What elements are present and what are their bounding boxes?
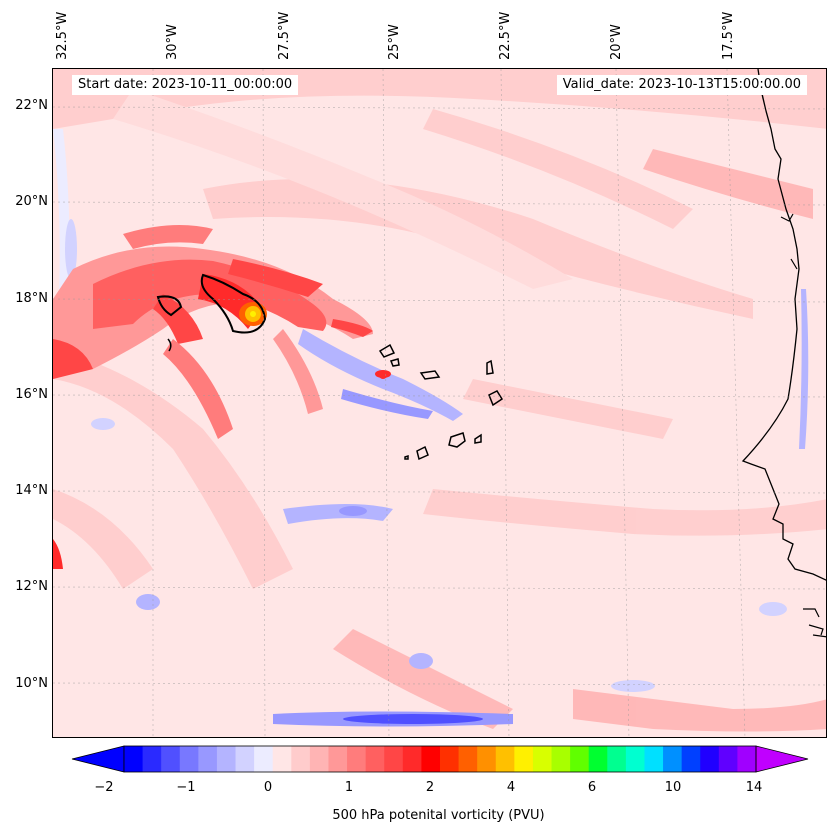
- colorbar-label: 500 hPa potenital vorticity (PVU): [332, 808, 545, 823]
- colorbar-swatch: [607, 746, 627, 772]
- colorbar-swatch: [588, 746, 608, 772]
- colorbar-extend-max: [755, 745, 809, 773]
- colorbar-swatch: [570, 746, 590, 772]
- potential-vorticity-field: [53, 69, 826, 737]
- colorbar-swatch: [216, 746, 237, 772]
- colorbar-swatch: [365, 746, 385, 772]
- lat-label: 14°N: [15, 483, 48, 498]
- colorbar-tick: 2: [425, 780, 435, 795]
- african-coastline: [741, 69, 826, 581]
- colorbar-swatches: [71, 745, 809, 773]
- colorbar-swatch: [495, 746, 515, 772]
- lon-label: 17.5°W: [721, 11, 736, 60]
- lat-label: 18°N: [15, 291, 48, 306]
- colorbar-swatch: [421, 746, 441, 772]
- cape-verde-islands: [378, 343, 504, 461]
- lat-label: 12°N: [15, 579, 48, 594]
- lon-label: 27.5°W: [277, 11, 292, 60]
- colorbar-swatch: [718, 746, 738, 772]
- coastline-detail: [780, 213, 826, 638]
- lat-label: 16°N: [15, 387, 48, 402]
- colorbar-tick: 4: [506, 780, 516, 795]
- colorbar-swatch: [514, 746, 534, 772]
- colorbar-swatch: [384, 746, 404, 772]
- colorbar-swatch: [700, 746, 720, 772]
- colorbar-swatch: [402, 746, 422, 772]
- colorbar-swatch: [198, 746, 218, 772]
- colorbar-swatch: [179, 746, 199, 772]
- colorbar-swatch: [291, 746, 311, 772]
- colorbar: [71, 745, 809, 773]
- colorbar-swatch: [737, 746, 757, 772]
- colorbar-swatch: [681, 746, 701, 772]
- lon-label: 22.5°W: [498, 11, 513, 60]
- colorbar-swatch: [347, 746, 367, 772]
- colorbar-swatch: [309, 746, 329, 772]
- colorbar-tick: −2: [94, 780, 114, 795]
- lon-label: 20°W: [609, 24, 624, 60]
- colorbar-tick: 0: [263, 780, 273, 795]
- colorbar-border: [123, 745, 757, 773]
- lon-label: 25°W: [387, 24, 402, 60]
- colorbar-tick: 10: [664, 780, 682, 795]
- colorbar-tick: 1: [344, 780, 354, 795]
- colorbar-swatch: [532, 746, 553, 772]
- valid-date-label: Valid_date: 2023-10-13T15:00:00.00: [556, 75, 807, 95]
- lat-label: 20°N: [15, 194, 48, 209]
- start-date-label: Start date: 2023-10-11_00:00:00: [72, 75, 299, 95]
- colorbar-swatch: [254, 746, 274, 772]
- colorbar-swatch: [161, 746, 181, 772]
- colorbar-tick: −1: [176, 780, 196, 795]
- colorbar-swatch: [328, 746, 348, 772]
- pv-high-filament: [53, 225, 391, 569]
- colorbar-tick: 14: [745, 780, 763, 795]
- colorbar-swatch: [625, 746, 645, 772]
- colorbar-swatch: [477, 746, 497, 772]
- colorbar-swatch: [235, 746, 255, 772]
- map-panel: [52, 68, 827, 738]
- colorbar-swatch: [551, 746, 571, 772]
- colorbar-swatch: [644, 746, 664, 772]
- colorbar-extend-min: [71, 745, 125, 773]
- colorbar-swatch: [124, 746, 144, 772]
- colorbar-swatch: [663, 746, 683, 772]
- colorbar-swatch: [142, 746, 162, 772]
- colorbar-swatch: [458, 746, 478, 772]
- lon-label: 30°W: [165, 24, 180, 60]
- lat-label: 10°N: [15, 676, 48, 691]
- map-gridlines: [53, 69, 826, 737]
- colorbar-tick: 6: [587, 780, 597, 795]
- colorbar-swatch: [272, 746, 292, 772]
- lat-label: 22°N: [15, 98, 48, 113]
- colorbar-swatch: [440, 746, 460, 772]
- lon-label: 32.5°W: [55, 11, 70, 60]
